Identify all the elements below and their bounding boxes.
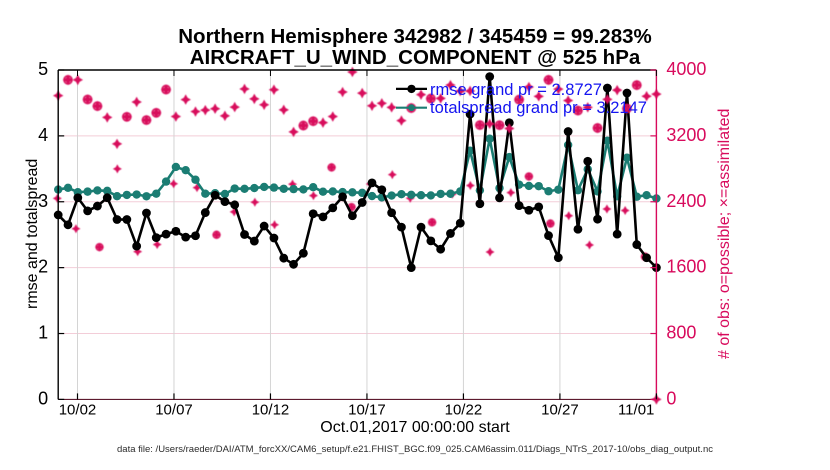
- svg-text:1: 1: [38, 323, 48, 343]
- svg-text:1600: 1600: [666, 257, 706, 277]
- svg-text:10/02: 10/02: [59, 402, 97, 419]
- svg-text:4: 4: [38, 125, 48, 145]
- svg-text:10/12: 10/12: [252, 402, 290, 419]
- svg-text:0: 0: [38, 388, 48, 408]
- svg-text:3200: 3200: [666, 125, 706, 145]
- svg-text:10/22: 10/22: [445, 402, 483, 419]
- svg-text:10/17: 10/17: [348, 402, 386, 419]
- svg-text:11/01: 11/01: [618, 402, 654, 419]
- svg-text:2400: 2400: [666, 191, 706, 211]
- svg-text:10/27: 10/27: [541, 402, 579, 419]
- svg-text:10/07: 10/07: [155, 402, 193, 419]
- svg-text:800: 800: [666, 323, 696, 343]
- svg-text:0: 0: [666, 388, 676, 408]
